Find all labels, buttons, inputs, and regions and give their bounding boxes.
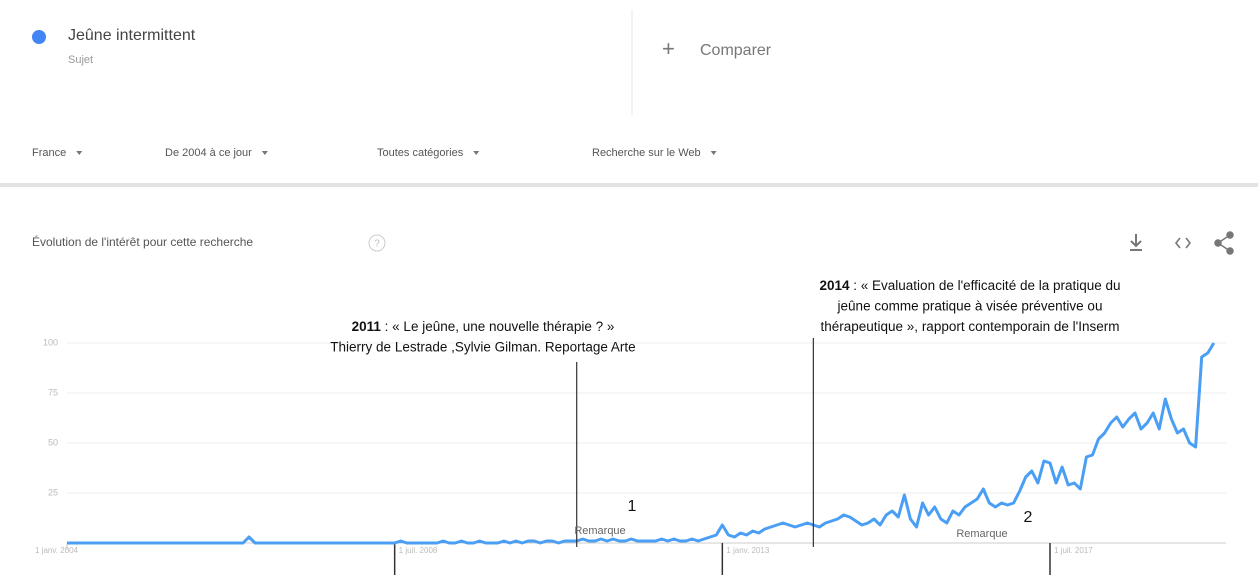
x-tick-label: 1 juil. 2008 (399, 546, 438, 555)
dropdown-arrow (261, 151, 268, 155)
note-number: 1 (628, 498, 637, 515)
annotation-year: 2011 (352, 319, 382, 334)
annotation-text: jeûne comme pratique à visée préventive … (837, 298, 1103, 313)
filter[interactable]: De 2004 à ce jour (165, 147, 252, 159)
y-tick-label: 50 (48, 437, 58, 447)
y-tick-label: 25 (48, 487, 58, 497)
annotation-line-text: Thierry de Lestrade ,Sylvie Gilman. Repo… (330, 339, 635, 354)
filter[interactable]: France (32, 147, 66, 159)
help-icon-text: ? (374, 239, 380, 250)
annotation-text: Thierry de Lestrade ,Sylvie Gilman. Repo… (330, 339, 635, 354)
x-tick-label: 1 juil. 2017 (1054, 546, 1093, 555)
x-tick-label: 1 janv. 2004 (35, 546, 79, 555)
dropdown-arrow (710, 151, 717, 155)
section-title: Évolution de l'intérêt pour cette recher… (32, 234, 253, 249)
term-dot (32, 30, 46, 44)
y-tick-label: 100 (43, 337, 58, 347)
term[interactable]: Jeûne intermittent (68, 27, 196, 44)
x-tick-label: 1 janv. 2013 (726, 546, 770, 555)
annotation-line-text: : « Le jeûne, une nouvelle thérapie ? » (381, 319, 614, 334)
embed-icon[interactable] (1174, 237, 1192, 249)
dropdown-arrow (473, 151, 480, 155)
dropdown-arrow (76, 151, 83, 155)
help-icon[interactable] (368, 234, 386, 252)
y-tick-label: 75 (48, 387, 58, 397)
annotation-text: 2011 : « Le jeûne, une nouvelle thérapie… (352, 319, 615, 334)
filter[interactable]: Recherche sur le Web (592, 147, 701, 159)
filter[interactable]: Toutes catégories (377, 147, 464, 159)
download-icon[interactable] (1130, 234, 1142, 251)
term-type: Sujet (68, 54, 93, 66)
trend-line (67, 342, 1216, 545)
annotation-text: 2014 : « Evaluation de l'efficacité de l… (819, 278, 1120, 293)
annotation-line-text: : « Evaluation de l'efficacité de la pra… (850, 278, 1121, 293)
separator (0, 183, 1258, 187)
annotation-line-text: thérapeutique », rapport contemporain de… (820, 319, 1119, 334)
annotation-text: thérapeutique », rapport contemporain de… (820, 319, 1119, 334)
annotation-year: 2014 (819, 278, 850, 293)
note-label[interactable]: Remarque (956, 528, 1007, 540)
note-number: 2 (1024, 509, 1033, 526)
annotation-line-text: jeûne comme pratique à visée préventive … (837, 298, 1103, 313)
share-icon[interactable] (1214, 231, 1234, 255)
note-label[interactable]: Remarque (574, 525, 625, 537)
plus-icon[interactable]: + (662, 36, 675, 61)
compare[interactable]: Comparer (700, 42, 772, 59)
